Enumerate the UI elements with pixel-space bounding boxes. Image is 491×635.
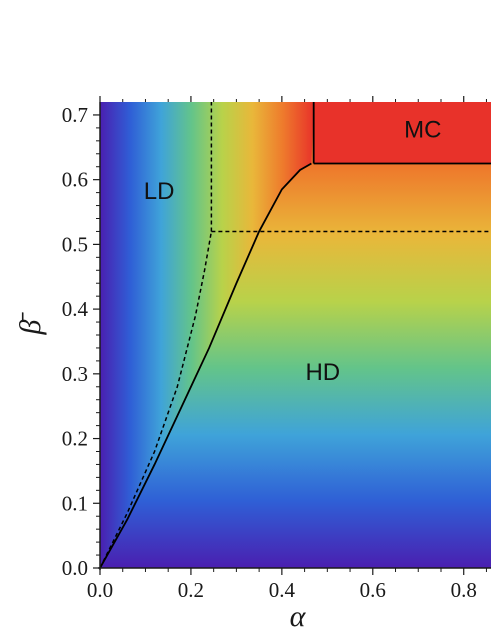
y-tick-label: 0.3 [62, 362, 88, 386]
y-tick-label: 0.0 [62, 556, 88, 580]
axis-ticks: 0.0 0.2 0.4 0.6 0.8 0.0 0.1 0.2 0.3 0.4 0.5 0.6 0.7 [62, 96, 487, 602]
y-tick-label: 0.7 [62, 103, 88, 127]
boundary-dashed [100, 231, 213, 568]
region-label-hd: HD [305, 359, 340, 386]
y-tick-label: 0.4 [62, 297, 89, 321]
y-tick-label: 0.2 [62, 427, 88, 451]
region-label-mc: MC [404, 116, 441, 143]
x-tick-label: 0.8 [451, 578, 477, 602]
plot-area: LD MC HD [100, 102, 491, 568]
y-tick-label: 0.6 [62, 168, 88, 192]
boundary-solid [100, 162, 312, 568]
y-axis-label: β̄ [14, 312, 47, 336]
ld-color-field [100, 102, 314, 568]
x-axis-label: α [290, 600, 307, 633]
x-tick-label: 0.4 [269, 578, 296, 602]
x-tick-label: 0.2 [178, 578, 204, 602]
y-tick-label: 0.5 [62, 232, 88, 256]
x-tick-label: 0.6 [360, 578, 386, 602]
x-tick-label: 0.0 [87, 578, 113, 602]
region-label-ld: LD [144, 178, 175, 205]
mc-color-field [313, 102, 491, 164]
y-tick-label: 0.1 [62, 491, 88, 515]
